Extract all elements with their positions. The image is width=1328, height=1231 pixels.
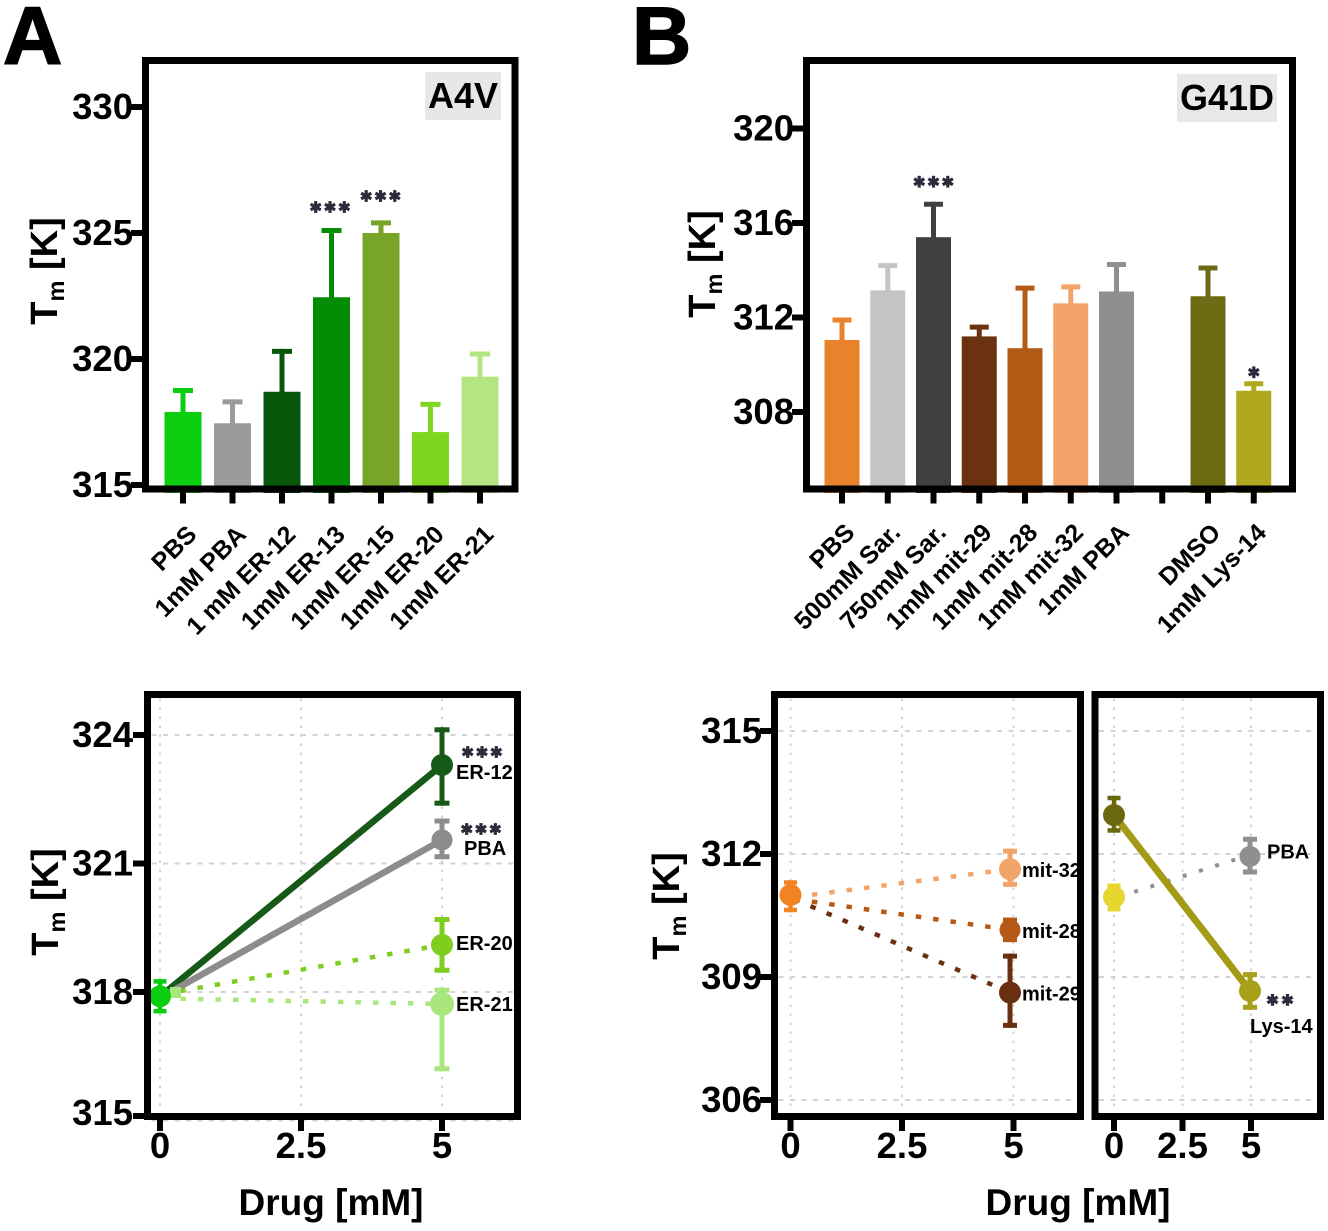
svg-text:320: 320 bbox=[733, 108, 794, 149]
svg-text:ER-20: ER-20 bbox=[456, 933, 513, 955]
svg-text:2.5: 2.5 bbox=[1157, 1125, 1208, 1166]
svg-text:Lys-14: Lys-14 bbox=[1250, 1016, 1314, 1038]
svg-text:308: 308 bbox=[733, 391, 794, 432]
svg-text:330: 330 bbox=[72, 86, 133, 127]
svg-text:312: 312 bbox=[701, 833, 762, 874]
svg-text:316: 316 bbox=[733, 202, 794, 243]
svg-text:321: 321 bbox=[72, 842, 133, 883]
svg-text:0: 0 bbox=[150, 1125, 170, 1166]
svg-text:ER-21: ER-21 bbox=[456, 994, 513, 1016]
svg-text:Drug [mM]: Drug [mM] bbox=[239, 1182, 424, 1223]
svg-text:325: 325 bbox=[72, 212, 133, 253]
svg-text:312: 312 bbox=[733, 297, 794, 338]
svg-text:0: 0 bbox=[780, 1125, 800, 1166]
svg-text:0: 0 bbox=[1104, 1125, 1124, 1166]
svg-text:A4V: A4V bbox=[428, 75, 498, 116]
svg-text:A: A bbox=[3, 0, 62, 82]
svg-text:2.5: 2.5 bbox=[276, 1125, 327, 1166]
svg-text:5: 5 bbox=[432, 1125, 452, 1166]
svg-text:306: 306 bbox=[701, 1079, 762, 1120]
svg-text:5: 5 bbox=[1003, 1125, 1023, 1166]
svg-text:mit-28: mit-28 bbox=[1022, 921, 1081, 943]
svg-text:309: 309 bbox=[701, 956, 762, 997]
svg-text:320: 320 bbox=[72, 338, 133, 379]
svg-text:Tm [K]: Tm [K] bbox=[646, 852, 691, 959]
svg-text:mit-29: mit-29 bbox=[1022, 984, 1081, 1006]
svg-text:ER-12: ER-12 bbox=[456, 762, 513, 784]
svg-text:G41D: G41D bbox=[1180, 77, 1274, 118]
svg-text:PBA: PBA bbox=[1267, 841, 1309, 863]
svg-text:Tm [K]: Tm [K] bbox=[682, 210, 727, 317]
svg-text:315: 315 bbox=[701, 710, 762, 751]
svg-text:B: B bbox=[632, 0, 691, 82]
svg-text:PBA: PBA bbox=[464, 838, 506, 860]
svg-text:Tm [K]: Tm [K] bbox=[24, 217, 69, 324]
svg-text:2.5: 2.5 bbox=[877, 1125, 928, 1166]
svg-text:5: 5 bbox=[1241, 1125, 1261, 1166]
svg-text:315: 315 bbox=[72, 1092, 133, 1133]
svg-text:318: 318 bbox=[72, 971, 133, 1012]
svg-text:Tm [K]: Tm [K] bbox=[25, 848, 70, 955]
svg-text:Drug [mM]: Drug [mM] bbox=[986, 1182, 1171, 1223]
svg-text:mit-32: mit-32 bbox=[1022, 860, 1081, 882]
svg-text:324: 324 bbox=[72, 714, 134, 755]
svg-text:315: 315 bbox=[72, 464, 133, 505]
